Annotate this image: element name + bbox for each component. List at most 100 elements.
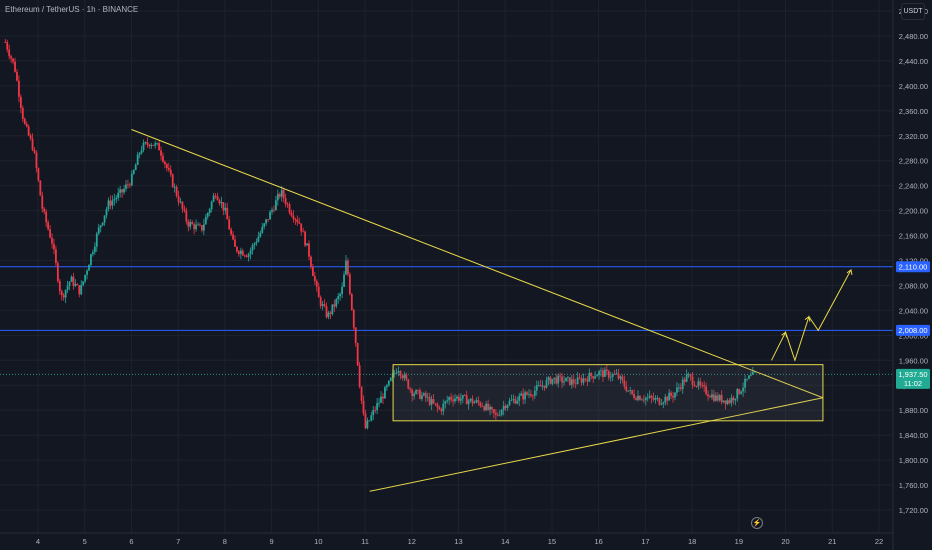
candle-body	[582, 378, 585, 383]
candle-body	[72, 276, 75, 286]
candle-body	[362, 400, 365, 414]
price-tick-label: 2,440.00	[899, 57, 928, 66]
candle-body	[300, 223, 303, 232]
candle-body	[512, 399, 515, 401]
candle-body	[533, 390, 536, 396]
candle-body	[370, 415, 373, 421]
candle-body	[25, 123, 28, 127]
candle-body	[119, 189, 122, 193]
candle-body	[639, 395, 641, 400]
horizontal-levels[interactable]	[0, 266, 893, 375]
candle-body	[422, 393, 425, 396]
price-tick-label: 1,960.00	[899, 356, 928, 365]
candle-body	[321, 304, 324, 306]
candle-body	[259, 232, 262, 237]
candle-body	[310, 256, 312, 267]
countdown-text: 11:02	[904, 379, 922, 388]
candle-body	[598, 371, 600, 376]
candle-body	[189, 222, 192, 227]
time-tick-label: 8	[223, 537, 227, 546]
candle-body	[434, 403, 437, 405]
price-tick-label: 2,040.00	[899, 306, 928, 315]
candle-body	[31, 138, 34, 150]
candle-body	[18, 80, 20, 97]
price-tick-label: 2,280.00	[899, 157, 928, 166]
candle-body	[317, 286, 320, 298]
candle-body	[537, 385, 540, 386]
candle-body	[524, 392, 526, 400]
candle-body	[693, 384, 696, 387]
candle-body	[271, 209, 273, 212]
candle-body	[543, 385, 546, 388]
candle-body	[286, 204, 289, 205]
candle-body	[485, 403, 488, 411]
candle-body	[366, 420, 369, 429]
candle-body	[452, 399, 454, 402]
trendline[interactable]	[369, 397, 824, 492]
candle-body	[372, 410, 375, 416]
time-tick-label: 17	[641, 537, 649, 546]
candle-body	[193, 224, 196, 230]
candle-body	[238, 251, 240, 254]
price-tick-label: 2,080.00	[899, 281, 928, 290]
candle-body	[247, 254, 250, 257]
time-axis[interactable]: 4 5 6 7 8 9 10 11 12 13 14 15 16 17 18 19 20 21 22	[0, 532, 893, 546]
candle-body	[257, 236, 260, 242]
currency-button[interactable]: USDT	[901, 3, 925, 20]
range-rectangle[interactable]	[392, 364, 824, 422]
candle-body	[58, 281, 61, 292]
candle-body	[401, 375, 404, 379]
projection-path[interactable]	[771, 269, 852, 362]
candle-body	[243, 255, 246, 257]
price-tick-label: 2,240.00	[899, 182, 928, 191]
candle-body	[648, 395, 651, 398]
candle-body	[82, 281, 85, 285]
candle-body	[602, 370, 604, 377]
candle-body	[251, 245, 254, 251]
price-tick-label: 2,480.00	[899, 32, 928, 41]
candle-body	[245, 255, 248, 257]
candle-body	[101, 222, 104, 226]
candle-body	[19, 96, 22, 108]
time-tick-label: 7	[176, 537, 180, 546]
candle-body	[165, 164, 168, 169]
candle-body	[592, 376, 595, 379]
candle-body	[685, 374, 688, 382]
candle-body	[736, 388, 739, 399]
candle-body	[78, 285, 81, 295]
candle-body	[465, 395, 468, 405]
candle-body	[456, 396, 458, 399]
candle-body	[74, 284, 77, 286]
candle-body	[269, 211, 271, 220]
lightning-icon[interactable]: ⚡	[751, 517, 763, 529]
candle-body	[662, 402, 665, 404]
candle-body	[142, 142, 145, 151]
price-axis[interactable]: 2,520.002,480.002,440.002,400.002,360.00…	[892, 0, 928, 550]
price-tick-label: 2,320.00	[899, 132, 928, 141]
trend-drawings[interactable]	[131, 129, 853, 492]
candle-body	[121, 189, 123, 193]
candle-body	[43, 208, 46, 212]
candle-body	[419, 390, 421, 399]
candle-body	[202, 224, 205, 231]
price-tick-label: 1,840.00	[899, 431, 928, 440]
candle-body	[267, 219, 270, 221]
candle-body	[195, 224, 197, 230]
candle-body	[181, 201, 184, 209]
trendline[interactable]	[131, 129, 824, 399]
candle-body	[125, 184, 127, 189]
candle-body	[33, 149, 36, 153]
candle-body	[60, 291, 63, 296]
candle-body	[150, 144, 153, 147]
candle-body	[109, 200, 112, 206]
candle-body	[738, 388, 741, 394]
candle-body	[676, 387, 678, 393]
candle-body	[127, 184, 129, 186]
candle-body	[298, 222, 301, 224]
candle-body	[341, 286, 343, 294]
candle-body	[504, 405, 507, 409]
candle-body	[726, 400, 729, 405]
candle-body	[531, 395, 534, 397]
candle-body	[234, 239, 236, 247]
